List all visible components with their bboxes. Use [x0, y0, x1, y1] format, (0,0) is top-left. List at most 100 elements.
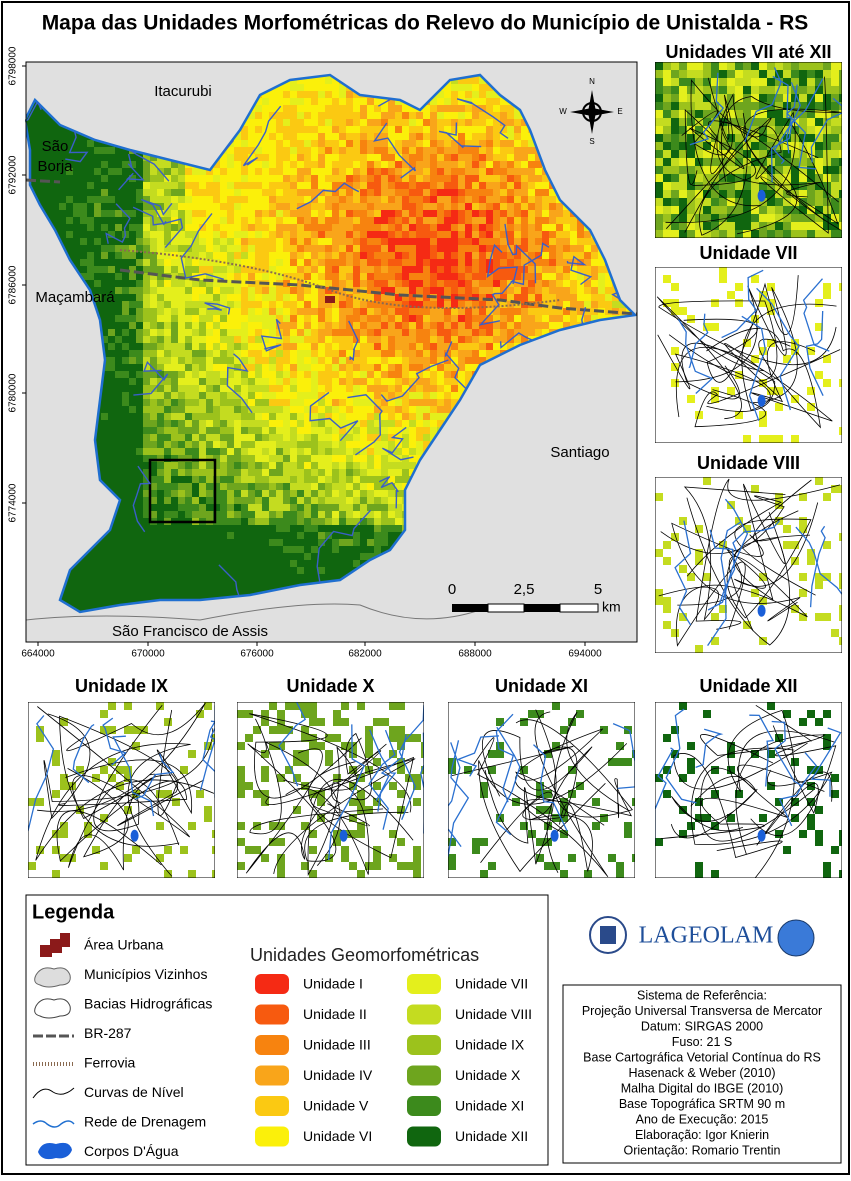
relief-cell — [339, 357, 346, 364]
relief-cell — [150, 378, 157, 385]
relief-cell — [556, 245, 563, 252]
relief-cell — [444, 154, 451, 161]
relief-cell — [409, 378, 416, 385]
relief-cell — [388, 98, 395, 105]
relief-cell — [122, 217, 129, 224]
relief-cell — [423, 294, 430, 301]
relief-cell — [507, 203, 514, 210]
relief-cell — [367, 315, 374, 322]
relief-cell — [430, 427, 437, 434]
relief-cell — [381, 462, 388, 469]
relief-cell — [437, 378, 444, 385]
relief-cell — [297, 378, 304, 385]
relief-cell — [437, 168, 444, 175]
relief-cell — [339, 161, 346, 168]
relief-cell — [220, 392, 227, 399]
relief-cell — [192, 371, 199, 378]
relief-cell — [374, 273, 381, 280]
relief-cell — [332, 182, 339, 189]
relief-cell — [430, 413, 437, 420]
relief-cell — [185, 238, 192, 245]
relief-cell — [192, 231, 199, 238]
relief-cell — [157, 217, 164, 224]
relief-cell — [325, 231, 332, 238]
relief-cell — [157, 196, 164, 203]
relief-cell — [115, 392, 122, 399]
relief-cell — [108, 154, 115, 161]
relief-cell — [94, 427, 101, 434]
relief-cell — [157, 210, 164, 217]
relief-cell — [325, 329, 332, 336]
relief-cell — [283, 161, 290, 168]
relief-cell — [234, 280, 241, 287]
relief-cell — [374, 217, 381, 224]
relief-cell — [297, 91, 304, 98]
relief-cell — [283, 462, 290, 469]
relief-cell — [297, 315, 304, 322]
relief-cell — [451, 259, 458, 266]
relief-cell — [94, 245, 101, 252]
relief-cell — [353, 98, 360, 105]
relief-cell — [360, 273, 367, 280]
relief-cell — [318, 385, 325, 392]
relief-cell — [311, 154, 318, 161]
relief-cell — [234, 455, 241, 462]
relief-cell — [514, 273, 521, 280]
relief-cell — [423, 413, 430, 420]
relief-cell — [150, 238, 157, 245]
relief-cell — [136, 301, 143, 308]
relief-cell — [192, 168, 199, 175]
relief-cell — [451, 133, 458, 140]
relief-cell — [136, 413, 143, 420]
relief-cell — [297, 140, 304, 147]
relief-cell — [164, 308, 171, 315]
relief-cell — [206, 252, 213, 259]
relief-cell — [493, 168, 500, 175]
relief-cell — [360, 126, 367, 133]
relief-cell — [80, 231, 87, 238]
relief-cell — [528, 280, 535, 287]
relief-cell — [108, 413, 115, 420]
relief-cell — [59, 182, 66, 189]
relief-cell — [157, 224, 164, 231]
relief-cell — [185, 231, 192, 238]
relief-cell — [458, 98, 465, 105]
relief-cell — [206, 336, 213, 343]
relief-cell — [122, 189, 129, 196]
relief-cell — [493, 294, 500, 301]
relief-cell — [542, 182, 549, 189]
relief-cell — [171, 266, 178, 273]
relief-cell — [353, 210, 360, 217]
relief-cell — [248, 322, 255, 329]
relief-cell — [136, 196, 143, 203]
relief-cell — [528, 140, 535, 147]
relief-cell — [437, 217, 444, 224]
relief-cell — [346, 140, 353, 147]
relief-cell — [297, 350, 304, 357]
relief-cell — [493, 105, 500, 112]
relief-cell — [416, 322, 423, 329]
relief-cell — [150, 224, 157, 231]
relief-cell — [122, 259, 129, 266]
relief-cell — [227, 315, 234, 322]
relief-cell — [465, 119, 472, 126]
relief-cell — [584, 266, 591, 273]
relief-cell — [437, 196, 444, 203]
relief-cell — [269, 378, 276, 385]
relief-cell — [437, 392, 444, 399]
relief-cell — [227, 245, 234, 252]
relief-cell — [227, 343, 234, 350]
relief-cell — [262, 336, 269, 343]
relief-cell — [304, 238, 311, 245]
relief-cell — [290, 203, 297, 210]
relief-cell — [206, 224, 213, 231]
relief-cell — [493, 308, 500, 315]
relief-cell — [339, 126, 346, 133]
relief-cell — [248, 224, 255, 231]
relief-cell — [255, 434, 262, 441]
relief-cell — [269, 168, 276, 175]
relief-cell — [227, 154, 234, 161]
relief-cell — [290, 133, 297, 140]
relief-cell — [304, 119, 311, 126]
relief-cell — [220, 294, 227, 301]
